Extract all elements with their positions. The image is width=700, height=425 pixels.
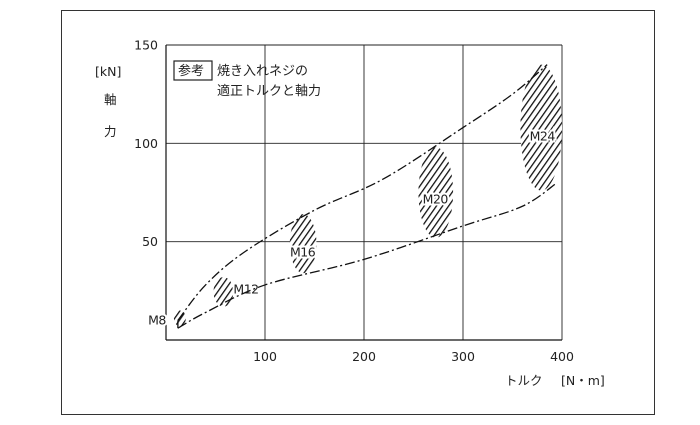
x-axis-unit: [N・m] — [561, 373, 605, 388]
region-label-m16: M16 — [290, 245, 316, 260]
annotation-badge: 参考 — [178, 63, 204, 79]
region-label-m8: M8 — [148, 312, 166, 327]
region-label-m12: M12 — [233, 282, 258, 297]
bolt-size-regions: M8 M12 M16 M20 M24 — [146, 64, 563, 329]
x-tick-label-100: 100 — [253, 349, 277, 364]
x-tick-label-300: 300 — [451, 349, 475, 364]
y-tick-label-50: 50 — [142, 234, 158, 249]
axes — [165, 45, 562, 341]
y-axis-label-char-1: 軸 — [104, 92, 117, 107]
y-tick-label-150: 150 — [134, 38, 158, 53]
x-tick-label-400: 400 — [550, 349, 574, 364]
upper-envelope-line — [177, 64, 548, 321]
annotation-line2: 適正トルクと軸力 — [217, 83, 321, 99]
region-m12 — [213, 277, 234, 307]
region-label-m20: M20 — [423, 191, 449, 206]
y-tick-label-100: 100 — [134, 136, 158, 151]
lower-envelope-line — [177, 182, 558, 329]
region-m24 — [520, 64, 563, 191]
region-label-m24: M24 — [530, 128, 556, 143]
x-axis-label: トルク — [505, 373, 543, 388]
grid-lines — [166, 44, 563, 340]
tick-labels: 100 200 300 400 50 100 150 — [134, 38, 574, 365]
annotation-badge-box — [173, 60, 213, 81]
y-axis-unit: [kN] — [95, 64, 121, 79]
x-tick-label-200: 200 — [352, 349, 376, 364]
region-m16 — [289, 214, 317, 274]
envelope-lines — [177, 64, 558, 329]
annotation-line1: 焼き入れネジの — [217, 64, 308, 79]
chart-frame — [61, 10, 655, 415]
region-m20 — [418, 147, 454, 238]
y-axis-label-char-2: 力 — [104, 124, 117, 139]
